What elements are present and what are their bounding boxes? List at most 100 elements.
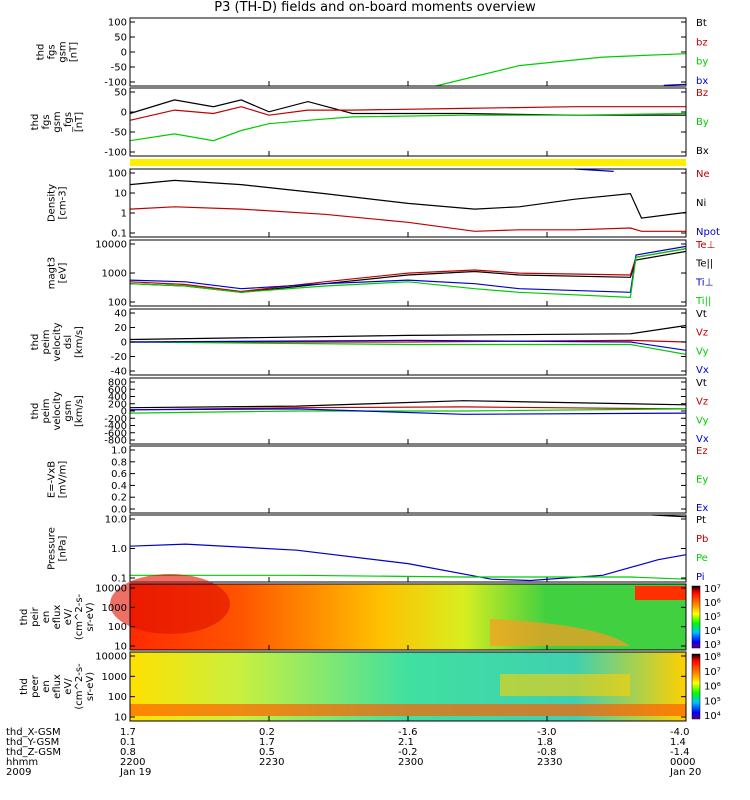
- ephemeris-value: 2300: [398, 757, 423, 768]
- pressure-ytick-label: 0.1: [111, 574, 127, 585]
- efield-legend-Ey: Ey: [696, 475, 708, 486]
- fgl-series-Bz: [129, 106, 686, 121]
- efield-ylabel-line: E=-VxB: [47, 461, 58, 498]
- peir-ytick-label: 10: [114, 642, 127, 653]
- peir-hot-region: [110, 574, 230, 634]
- fgl-ytick-label: 50: [114, 88, 127, 99]
- peer-colorbar-label: 10⁷: [704, 667, 721, 678]
- peir-ylabel-line: eV/: [63, 608, 74, 625]
- density-series-Ne: [129, 206, 686, 232]
- efield-ytick-label: 0.6: [111, 469, 127, 480]
- peir-colorbar: [691, 585, 701, 649]
- density-ylabel-line: [cm-3]: [58, 186, 69, 219]
- pressure-ylabel-line: [nPa]: [58, 535, 69, 561]
- vgsm-ytick-label: 0: [121, 407, 127, 418]
- fgl-ylabel-line: thd: [30, 114, 41, 131]
- fgs-legend-bz: bz: [696, 37, 708, 48]
- peir-colorbar-label: 10⁴: [704, 626, 721, 637]
- vgsm-ytick-label: 800: [108, 378, 127, 389]
- density-ytick-label: 0.1: [111, 229, 127, 240]
- vgsm-ytick-label: -800: [104, 436, 127, 447]
- density-series-Ni: [129, 179, 687, 219]
- peir-ylabel-line: sr-eV): [85, 602, 96, 631]
- pressure-ylabel-line: Pressure: [47, 527, 58, 570]
- temp-legend-Te⊥: Te⊥: [695, 240, 715, 251]
- ephemeris-label: hhmm: [6, 757, 38, 768]
- vdsl-series-Vx: [129, 339, 687, 351]
- temp-series-Ti⊥: [129, 245, 687, 293]
- vgsm-legend-Vt: Vt: [696, 378, 707, 389]
- vdsl-series-Vy: [129, 341, 687, 355]
- vdsl-ylabel-line: velocity: [52, 322, 63, 361]
- ephemeris-value: 1.8: [537, 737, 553, 748]
- temp-series-Te⊥: [129, 248, 687, 293]
- density-legend-Ni: Ni: [696, 198, 706, 209]
- vgsm-ytick-label: 200: [108, 399, 127, 410]
- ephemeris-value: -4.0: [670, 727, 690, 738]
- fgs-ytick-label: 100: [108, 18, 127, 29]
- vdsl-legend-Vy: Vy: [696, 346, 709, 357]
- vdsl-ylabel-line: peim: [41, 329, 52, 354]
- vgsm-ytick-label: -600: [104, 428, 127, 439]
- fgs-ytick-label: -50: [111, 63, 127, 74]
- vdsl-legend-Vz: Vz: [696, 328, 708, 339]
- peer-colorbar-label: 10⁵: [704, 696, 721, 707]
- temp-ytick-label: 10000: [95, 240, 127, 251]
- fgs-ylabel-line: [nT]: [69, 42, 80, 62]
- ephemeris-value: Jan 20: [669, 767, 701, 778]
- density-legend-Ne: Ne: [696, 169, 710, 180]
- peir-colorbar-label: 10⁷: [704, 584, 721, 595]
- peer-ylabel-line: sr-eV): [85, 672, 96, 701]
- peir-ylabel-line: eflux: [52, 605, 63, 630]
- peir-ylabel-line: en: [41, 611, 52, 624]
- ephemeris-value: -1.4: [670, 747, 690, 758]
- vgsm-ylabel-line: [km/s]: [74, 395, 85, 427]
- peer-ytick-label: 100: [108, 692, 127, 703]
- fgl-ytick-label: -50: [111, 128, 127, 139]
- ephemeris-value: -0.8: [537, 747, 557, 758]
- ephemeris-value: 1.4: [670, 737, 686, 748]
- fgs-ylabel-line: gsm: [58, 41, 69, 62]
- vgsm-ylabel-line: thd: [30, 403, 41, 420]
- pressure-ytick-label: 1.0: [111, 544, 127, 555]
- fgl-ylabel-line: gsm: [52, 111, 63, 132]
- fgl-legend-By: By: [696, 117, 709, 128]
- fgl-ylabel-line: _fgs: [63, 112, 74, 133]
- efield-ytick-label: 0.8: [111, 457, 127, 468]
- ephemeris-label: thd_X-GSM: [6, 727, 61, 738]
- pressure-legend-Pi: Pi: [696, 572, 705, 583]
- temp-legend-Ti⊥: Ti⊥: [695, 277, 713, 288]
- fgl-ytick-label: -100: [104, 148, 127, 159]
- vdsl-ytick-label: 40: [114, 309, 127, 320]
- vdsl-ytick-label: 20: [114, 323, 127, 334]
- temp-ylabel-line: magt3: [47, 257, 58, 290]
- vgsm-ylabel-line: gsm: [63, 400, 74, 421]
- vgsm-series-Vt: [129, 400, 687, 409]
- peir-colorbar-label: 10⁵: [704, 612, 721, 623]
- fgs-legend-bx: bx: [696, 76, 708, 87]
- efield-ytick-label: 0.4: [111, 481, 127, 492]
- vgsm-ytick-label: 400: [108, 392, 127, 403]
- peer-ylabel-line: en: [41, 680, 52, 693]
- peer-ytick-label: 1000: [102, 672, 127, 683]
- temp-ytick-label: 1000: [102, 269, 127, 280]
- ephemeris-value: Jan 19: [119, 767, 151, 778]
- peir-ytick-label: 10000: [95, 584, 127, 595]
- pressure-series-Pe: [130, 574, 687, 580]
- ephemeris-value: 1.7: [259, 737, 275, 748]
- ephemeris-label: thd_Y-GSM: [6, 737, 59, 748]
- ephemeris-value: 2330: [537, 757, 562, 768]
- ephemeris-value: 2230: [259, 757, 284, 768]
- peer-colorbar-label: 10⁴: [704, 711, 721, 722]
- vdsl-ytick-label: -40: [111, 367, 127, 378]
- fgl-ytick-label: 0: [121, 108, 127, 119]
- ephemeris-label: thd_Z-GSM: [6, 747, 61, 758]
- fgl-ylabel-line: [nT]: [74, 112, 85, 132]
- fgl-series-By: [129, 112, 687, 142]
- efield-ytick-label: 1.0: [111, 446, 127, 457]
- temp-series-Te||: [129, 250, 687, 293]
- fgs-ylabel-line: thd: [36, 44, 47, 61]
- fgs-legend-by: by: [696, 57, 708, 68]
- ephemeris-value: 2200: [120, 757, 145, 768]
- peir-colorbar-label: 10⁶: [704, 598, 721, 609]
